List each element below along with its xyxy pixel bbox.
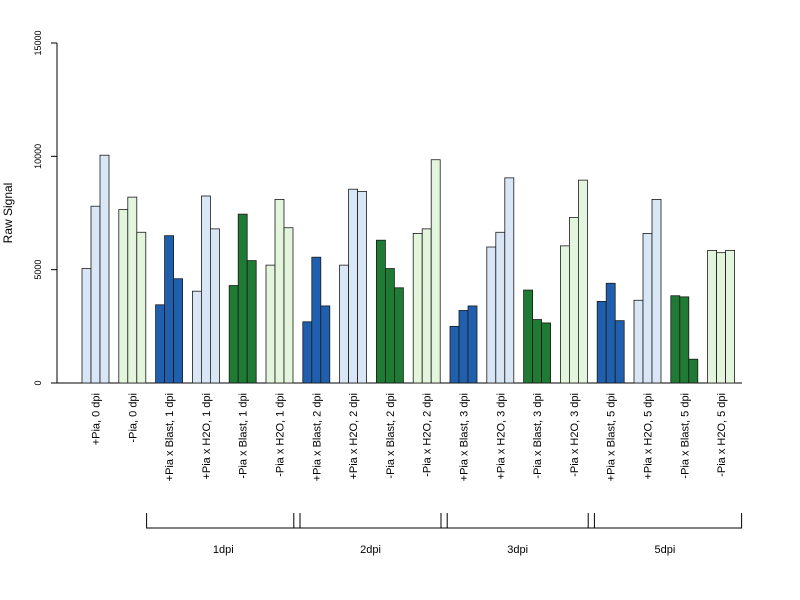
x-tick-label: -Pia x H2O, 1 dpi: [275, 393, 287, 477]
group-bracket: [146, 513, 301, 529]
y-tick-label: 0: [33, 380, 43, 385]
bar: [246, 260, 257, 384]
x-tick-label: -Pia, 0 dpi: [127, 393, 139, 443]
bar: [412, 232, 423, 384]
bar: [200, 195, 211, 384]
bar: [430, 159, 441, 384]
bar: [155, 304, 166, 384]
bar: [486, 246, 497, 384]
bar: [393, 287, 404, 384]
x-tick-label: +Pia x H2O, 3 dpi: [495, 393, 507, 480]
bar: [339, 264, 350, 384]
x-tick-label: +Pia x H2O, 5 dpi: [643, 393, 655, 480]
bar: [614, 320, 625, 384]
bar: [191, 290, 202, 384]
x-tick-label: +Pia x Blast, 3 dpi: [459, 393, 471, 481]
bar: [560, 245, 570, 384]
group-bracket: [293, 513, 448, 529]
bar: [421, 228, 432, 384]
bar: [209, 228, 220, 384]
x-tick-label: -Pia x H2O, 2 dpi: [422, 393, 434, 477]
bar: [458, 310, 469, 384]
x-tick-label: -Pia x Blast, 2 dpi: [385, 393, 397, 479]
bar: [311, 256, 322, 384]
bar: [642, 232, 653, 384]
bar: [670, 295, 681, 384]
bar: [348, 188, 359, 384]
bar: [467, 305, 478, 384]
x-tick-label: -Pia x H2O, 5 dpi: [716, 393, 728, 477]
bar: [688, 358, 699, 384]
x-tick-label: -Pia x Blast, 1 dpi: [238, 393, 250, 479]
bar: [237, 213, 248, 384]
x-tick-label: -Pia x Blast, 5 dpi: [679, 393, 691, 479]
bar: [274, 198, 285, 384]
bar: [541, 322, 551, 384]
bar: [449, 325, 460, 384]
bar: [173, 278, 184, 384]
y-tick-label: 15000: [33, 30, 43, 55]
bar: [90, 205, 101, 384]
bar: [707, 249, 717, 384]
x-tick-label: +Pia x Blast, 2 dpi: [311, 393, 323, 481]
group-bracket: [440, 513, 595, 529]
bar: [633, 299, 644, 384]
bar: [265, 264, 276, 384]
x-tick-label: -Pia x Blast, 3 dpi: [532, 393, 544, 479]
group-brackets: 1dpi 2dpi 3dpi 5dpi: [146, 513, 743, 556]
bar: [532, 319, 542, 384]
x-tick-label: +Pia, 0 dpi: [91, 393, 103, 445]
bar: [605, 282, 616, 384]
group-label: 1dpi: [213, 544, 234, 556]
bar: [375, 239, 386, 384]
bar: [495, 231, 506, 384]
bar: [523, 289, 533, 384]
x-tick-label: +Pia x Blast, 5 dpi: [606, 393, 618, 481]
bar: [596, 300, 607, 384]
bar: [99, 154, 110, 384]
bar: [357, 191, 368, 384]
bar: [384, 268, 395, 384]
group-label: 3dpi: [507, 544, 528, 556]
y-tick-label: 10000: [33, 144, 43, 169]
bar: [118, 209, 129, 384]
bar: [283, 227, 294, 384]
bar: [725, 249, 735, 384]
bars: [81, 154, 735, 384]
bar: [651, 198, 662, 384]
bar: [302, 321, 313, 384]
x-tick-label: +Pia x H2O, 2 dpi: [348, 393, 360, 480]
bar: [569, 217, 579, 384]
y-axis-title: Raw Signal: [1, 183, 15, 244]
y-axis: 0 5000 10000 15000: [33, 30, 58, 386]
group-bracket: [587, 513, 743, 529]
bar: [81, 268, 92, 384]
bar: [716, 252, 726, 384]
bar: [164, 235, 175, 384]
bar: [679, 296, 690, 384]
bar: [127, 196, 138, 384]
category-labels: +Pia, 0 dpi -Pia, 0 dpi +Pia x Blast, 1 dp…: [91, 393, 729, 481]
y-tick-label: 5000: [33, 260, 43, 280]
x-tick-label: -Pia x H2O, 3 dpi: [569, 393, 581, 477]
x-tick-label: +Pia x H2O, 1 dpi: [201, 393, 213, 480]
bar: [578, 179, 588, 384]
bar: [320, 305, 331, 384]
group-label: 5dpi: [655, 544, 676, 556]
group-label: 2dpi: [360, 544, 381, 556]
x-tick-label: +Pia x Blast, 1 dpi: [164, 393, 176, 481]
bar: [136, 231, 147, 384]
bar: [228, 285, 239, 384]
bar: [504, 177, 515, 384]
